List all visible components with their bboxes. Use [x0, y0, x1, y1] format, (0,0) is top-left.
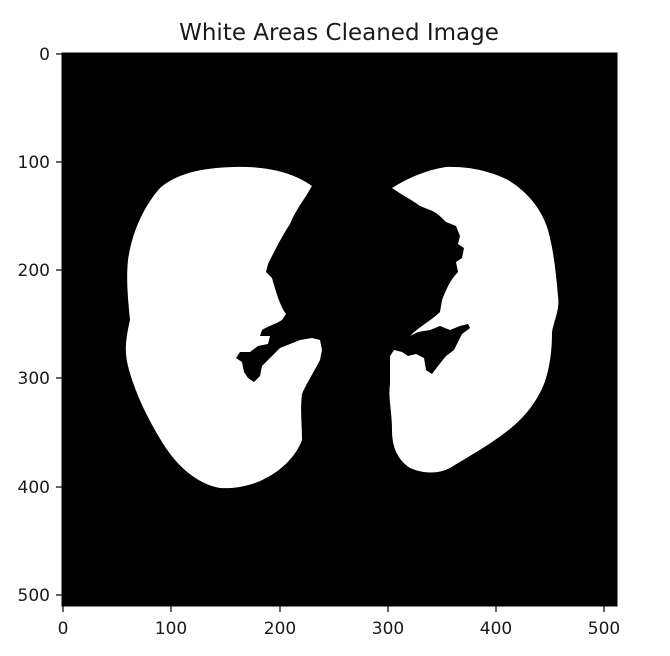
figure-title: White Areas Cleaned Image	[179, 20, 499, 46]
right-lung-mask	[389, 166, 559, 473]
y-ticks	[56, 53, 62, 596]
y-tick-label: 200	[18, 261, 50, 281]
x-tick-label: 400	[480, 619, 512, 639]
y-tick-label: 400	[18, 478, 50, 498]
y-tick-label: 100	[18, 153, 50, 173]
x-tick-label: 500	[588, 619, 620, 639]
left-lung-mask	[125, 166, 322, 489]
x-ticks	[62, 606, 605, 612]
x-tick-label: 100	[155, 619, 187, 639]
x-tick-label: 300	[372, 619, 404, 639]
y-tick-label: 500	[18, 586, 50, 606]
x-tick-labels: 0 100 200 300 400 500	[58, 619, 621, 639]
x-tick-label: 200	[264, 619, 296, 639]
y-tick-label: 300	[18, 369, 50, 389]
y-tick-label: 0	[39, 45, 50, 65]
x-tick-label: 0	[58, 619, 69, 639]
y-tick-labels: 0 100 200 300 400 500	[18, 45, 50, 606]
axes-frame	[61, 52, 618, 607]
